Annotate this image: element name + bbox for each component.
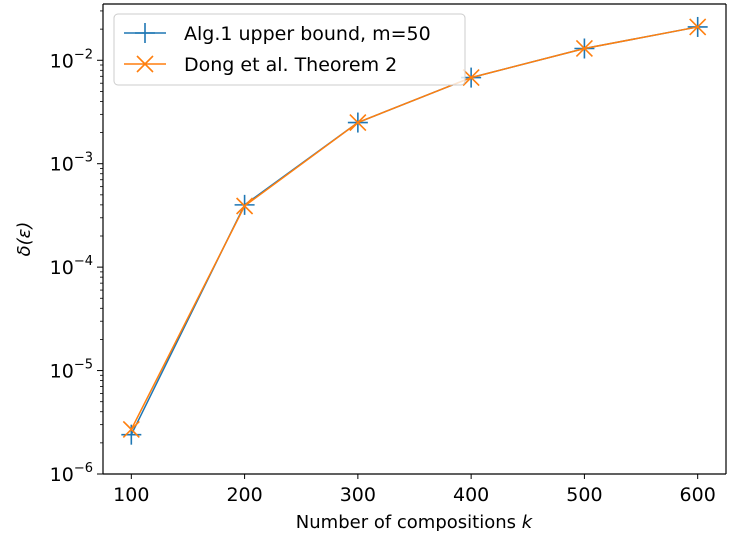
data-point-marker (122, 420, 140, 438)
series-layer (121, 16, 708, 445)
x-axis-ticks: 100 200 300 400 500 600 (113, 474, 716, 506)
x-tick-label: 200 (226, 484, 262, 506)
legend-box (113, 13, 466, 86)
y-tick-label: 10−2 (50, 47, 93, 72)
axes-layer (102, 3, 727, 475)
y-tick-label: 10−3 (50, 151, 93, 176)
data-point-marker (349, 113, 367, 132)
legend-label: Alg.1 upper bound, m=50 (184, 23, 431, 45)
x-tick-label: 300 (340, 484, 376, 506)
x-tick-label: 500 (566, 484, 602, 506)
series-2 (122, 18, 707, 438)
data-point-marker (462, 69, 480, 87)
legend-entry: Dong et al. Theorem 2 (124, 54, 397, 76)
series-line (130, 26, 698, 430)
y-tick-label: 10−4 (50, 254, 93, 279)
data-point-marker (575, 39, 593, 58)
legend-label: Dong et al. Theorem 2 (184, 54, 397, 76)
data-point-marker (236, 197, 254, 215)
x-tick-label: 100 (113, 484, 149, 506)
y-tick-label: 10−5 (50, 358, 93, 383)
x-axis-label: Number of compositions k (296, 512, 534, 531)
data-point-marker (234, 194, 255, 215)
y-tick-label: 10−6 (50, 461, 93, 486)
legend-entry: Alg.1 upper bound, m=50 (124, 23, 431, 45)
x-tick-label: 600 (680, 484, 716, 506)
data-point-marker (689, 18, 707, 36)
y-axis-label: δ(ε) (14, 222, 35, 257)
legend-marker (136, 55, 154, 73)
x-tick-label: 400 (453, 484, 489, 506)
legend: Alg.1 upper bound, m=50 Dong et al. Theor… (113, 13, 466, 86)
y-axis-ticks: 10−6 10−5 10−4 10−3 10−2 (50, 10, 103, 486)
